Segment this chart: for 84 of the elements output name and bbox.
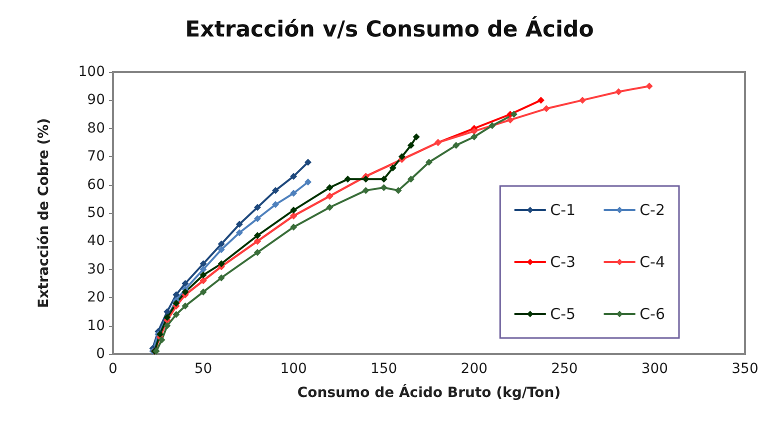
point [158,336,166,344]
x-tick-label: 100 [280,361,307,377]
point [542,105,550,112]
x-tick-label: 200 [460,361,488,377]
x-tick-label: 350 [732,361,758,377]
legend-label: C-4 [640,253,666,271]
legend-label: C-2 [640,201,666,219]
point [272,201,280,208]
point [510,110,518,118]
point [218,246,225,254]
point [254,248,261,256]
point [236,220,243,228]
y-tick-label: 40 [87,233,105,250]
point [407,142,414,149]
legend-label: C-5 [550,305,576,323]
y-tick-label: 30 [87,261,105,278]
point [290,206,298,214]
point [380,184,388,192]
y-tick-label: 20 [87,290,105,306]
point [412,133,420,140]
point [254,204,261,211]
point [304,158,312,166]
point [615,88,622,96]
y-tick-label: 0 [96,346,105,362]
point [326,204,334,211]
point [506,116,514,124]
point [452,142,460,149]
point [470,133,478,140]
y-tick-label: 60 [87,176,105,193]
point [200,272,207,279]
legend-label: C-6 [640,305,666,323]
point [218,274,225,282]
legend-label: C-3 [550,253,576,271]
x-axis-title: Consumo de Ácido Bruto (kg/Ton) [297,384,561,401]
point [236,229,243,236]
y-tick-label: 80 [87,120,105,136]
point [488,122,496,130]
point [344,176,352,183]
point [470,128,478,135]
y-axis-title: Extracción de Cobre (%) [36,118,52,308]
point [362,176,370,183]
point [164,322,171,330]
point [254,215,261,222]
point [380,176,388,183]
x-tick-label: 50 [194,361,212,377]
y-tick-label: 70 [87,148,105,165]
point [200,266,207,273]
point [218,240,225,248]
point [200,288,207,296]
point [326,184,334,192]
chart-title: Extracción v/s Consumo de Ácido [185,16,594,42]
x-tick-label: 250 [551,361,578,377]
point [200,260,207,268]
point [290,190,298,197]
point [182,288,189,296]
y-tick-label: 10 [87,318,105,334]
point [172,311,180,318]
point [407,176,414,183]
point [646,82,653,90]
point [362,186,370,194]
y-tick-label: 100 [78,64,105,80]
point [182,280,189,287]
point [578,96,586,104]
point [304,178,312,186]
point [389,164,396,172]
point [290,172,298,180]
legend-label: C-1 [550,201,576,219]
y-tick-label: 50 [87,205,105,221]
x-tick-label: 150 [370,361,398,377]
point [164,308,171,316]
x-tick-label: 300 [641,361,668,377]
point [172,291,180,298]
point [254,232,261,240]
point [394,186,402,194]
point [172,300,180,307]
point [182,302,189,310]
point [218,260,225,268]
y-tick-label: 90 [87,92,105,108]
point [272,186,280,194]
x-tick-label: 0 [108,361,118,377]
point [537,96,544,104]
point [290,224,298,231]
point [426,158,432,166]
point [398,153,406,160]
